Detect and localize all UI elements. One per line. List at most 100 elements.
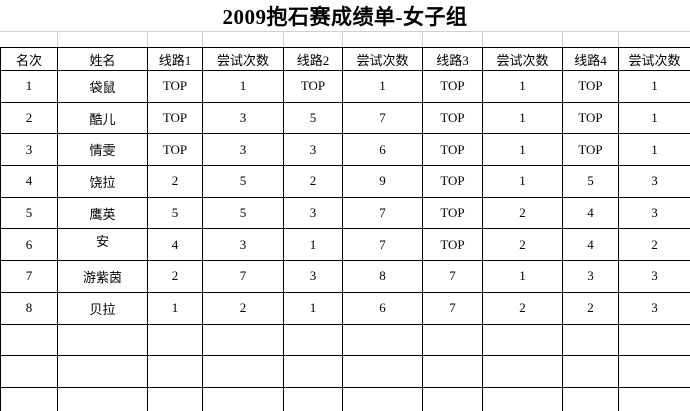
result-cell[interactable]: 2 <box>482 291 563 325</box>
result-cell[interactable]: 1 <box>482 133 563 167</box>
empty-cell[interactable] <box>482 323 563 357</box>
result-cell[interactable]: 5 <box>202 196 284 230</box>
result-cell[interactable]: TOP <box>147 70 203 103</box>
empty-cell[interactable] <box>57 386 148 411</box>
result-cell[interactable]: TOP <box>562 133 619 167</box>
empty-cell[interactable] <box>0 386 58 411</box>
result-cell[interactable]: 3 <box>562 260 619 293</box>
column-header[interactable]: 姓名 <box>57 47 148 71</box>
result-cell[interactable]: 6 <box>342 291 423 325</box>
result-cell[interactable]: TOP <box>283 70 343 103</box>
result-cell[interactable]: 2 <box>562 291 619 325</box>
result-cell[interactable]: 3 <box>618 260 690 293</box>
result-cell[interactable]: 8 <box>342 260 423 293</box>
spreadsheet-cell[interactable] <box>562 32 618 47</box>
result-cell[interactable]: 2 <box>482 228 563 262</box>
result-cell[interactable]: 6 <box>342 133 423 167</box>
empty-cell[interactable] <box>618 386 690 411</box>
result-cell[interactable]: 5 <box>147 196 203 230</box>
empty-cell[interactable] <box>57 355 148 388</box>
result-cell[interactable]: 4 <box>562 228 619 262</box>
spreadsheet-cell[interactable] <box>618 32 690 47</box>
empty-cell[interactable] <box>342 323 423 357</box>
result-cell[interactable]: 1 <box>618 133 690 167</box>
empty-cell[interactable] <box>618 355 690 388</box>
column-header[interactable]: 尝试次数 <box>618 47 690 71</box>
result-cell[interactable]: TOP <box>422 133 483 167</box>
result-cell[interactable]: 7 <box>202 260 284 293</box>
result-cell[interactable]: 1 <box>283 228 343 262</box>
result-cell[interactable]: TOP <box>562 70 619 103</box>
column-header[interactable]: 名次 <box>0 47 58 71</box>
result-cell[interactable]: 5 <box>283 101 343 135</box>
spreadsheet-cell[interactable] <box>482 32 562 47</box>
result-cell[interactable]: 3 <box>202 228 284 262</box>
result-cell[interactable]: 7 <box>342 196 423 230</box>
result-cell[interactable]: TOP <box>562 101 619 135</box>
rank-cell[interactable]: 4 <box>0 165 58 198</box>
result-cell[interactable]: 2 <box>202 291 284 325</box>
empty-cell[interactable] <box>482 355 563 388</box>
spreadsheet-cell[interactable] <box>202 32 283 47</box>
result-cell[interactable]: 1 <box>482 70 563 103</box>
name-cell[interactable]: 酷儿 <box>57 101 148 135</box>
rank-cell[interactable]: 2 <box>0 101 58 135</box>
rank-cell[interactable]: 7 <box>0 260 58 293</box>
result-cell[interactable]: 1 <box>283 291 343 325</box>
result-cell[interactable]: TOP <box>422 165 483 198</box>
empty-cell[interactable] <box>342 386 423 411</box>
rank-cell[interactable]: 6 <box>0 228 58 262</box>
result-cell[interactable]: TOP <box>147 101 203 135</box>
result-cell[interactable]: 1 <box>618 101 690 135</box>
name-cell[interactable]: 游紫茵 <box>57 260 148 293</box>
result-cell[interactable]: 5 <box>202 165 284 198</box>
result-cell[interactable]: TOP <box>422 196 483 230</box>
empty-cell[interactable] <box>283 323 343 357</box>
result-cell[interactable]: TOP <box>147 133 203 167</box>
empty-cell[interactable] <box>422 386 483 411</box>
empty-cell[interactable] <box>342 355 423 388</box>
name-cell[interactable]: 安 <box>57 228 148 262</box>
result-cell[interactable]: 2 <box>283 165 343 198</box>
name-cell[interactable]: 情雯 <box>57 133 148 167</box>
result-cell[interactable]: 3 <box>618 196 690 230</box>
name-cell[interactable]: 袋鼠 <box>57 70 148 103</box>
empty-cell[interactable] <box>422 323 483 357</box>
column-header[interactable]: 尝试次数 <box>482 47 563 71</box>
empty-cell[interactable] <box>562 323 619 357</box>
result-cell[interactable]: 3 <box>618 165 690 198</box>
empty-cell[interactable] <box>283 355 343 388</box>
result-cell[interactable]: 2 <box>147 260 203 293</box>
spreadsheet-cell[interactable] <box>283 32 342 47</box>
empty-cell[interactable] <box>147 386 203 411</box>
result-cell[interactable]: TOP <box>422 70 483 103</box>
result-cell[interactable]: 2 <box>147 165 203 198</box>
column-header[interactable]: 线路4 <box>562 47 619 71</box>
column-header[interactable]: 线路1 <box>147 47 203 71</box>
empty-cell[interactable] <box>0 355 58 388</box>
result-cell[interactable]: 2 <box>482 196 563 230</box>
column-header[interactable]: 尝试次数 <box>202 47 284 71</box>
result-cell[interactable]: 1 <box>202 70 284 103</box>
empty-cell[interactable] <box>618 323 690 357</box>
name-cell[interactable]: 饶拉 <box>57 165 148 198</box>
column-header[interactable]: 线路3 <box>422 47 483 71</box>
empty-cell[interactable] <box>482 386 563 411</box>
result-cell[interactable]: 3 <box>283 133 343 167</box>
result-cell[interactable]: 3 <box>618 291 690 325</box>
empty-cell[interactable] <box>422 355 483 388</box>
result-cell[interactable]: 7 <box>422 260 483 293</box>
rank-cell[interactable]: 1 <box>0 70 58 103</box>
spreadsheet-cell[interactable] <box>57 32 147 47</box>
result-cell[interactable]: 4 <box>147 228 203 262</box>
spreadsheet-cell[interactable] <box>147 32 202 47</box>
result-cell[interactable]: 9 <box>342 165 423 198</box>
empty-cell[interactable] <box>57 323 148 357</box>
result-cell[interactable]: 1 <box>482 165 563 198</box>
column-header[interactable]: 尝试次数 <box>342 47 423 71</box>
empty-cell[interactable] <box>147 323 203 357</box>
empty-cell[interactable] <box>202 355 284 388</box>
empty-cell[interactable] <box>562 386 619 411</box>
name-cell[interactable]: 贝拉 <box>57 291 148 325</box>
empty-cell[interactable] <box>202 386 284 411</box>
